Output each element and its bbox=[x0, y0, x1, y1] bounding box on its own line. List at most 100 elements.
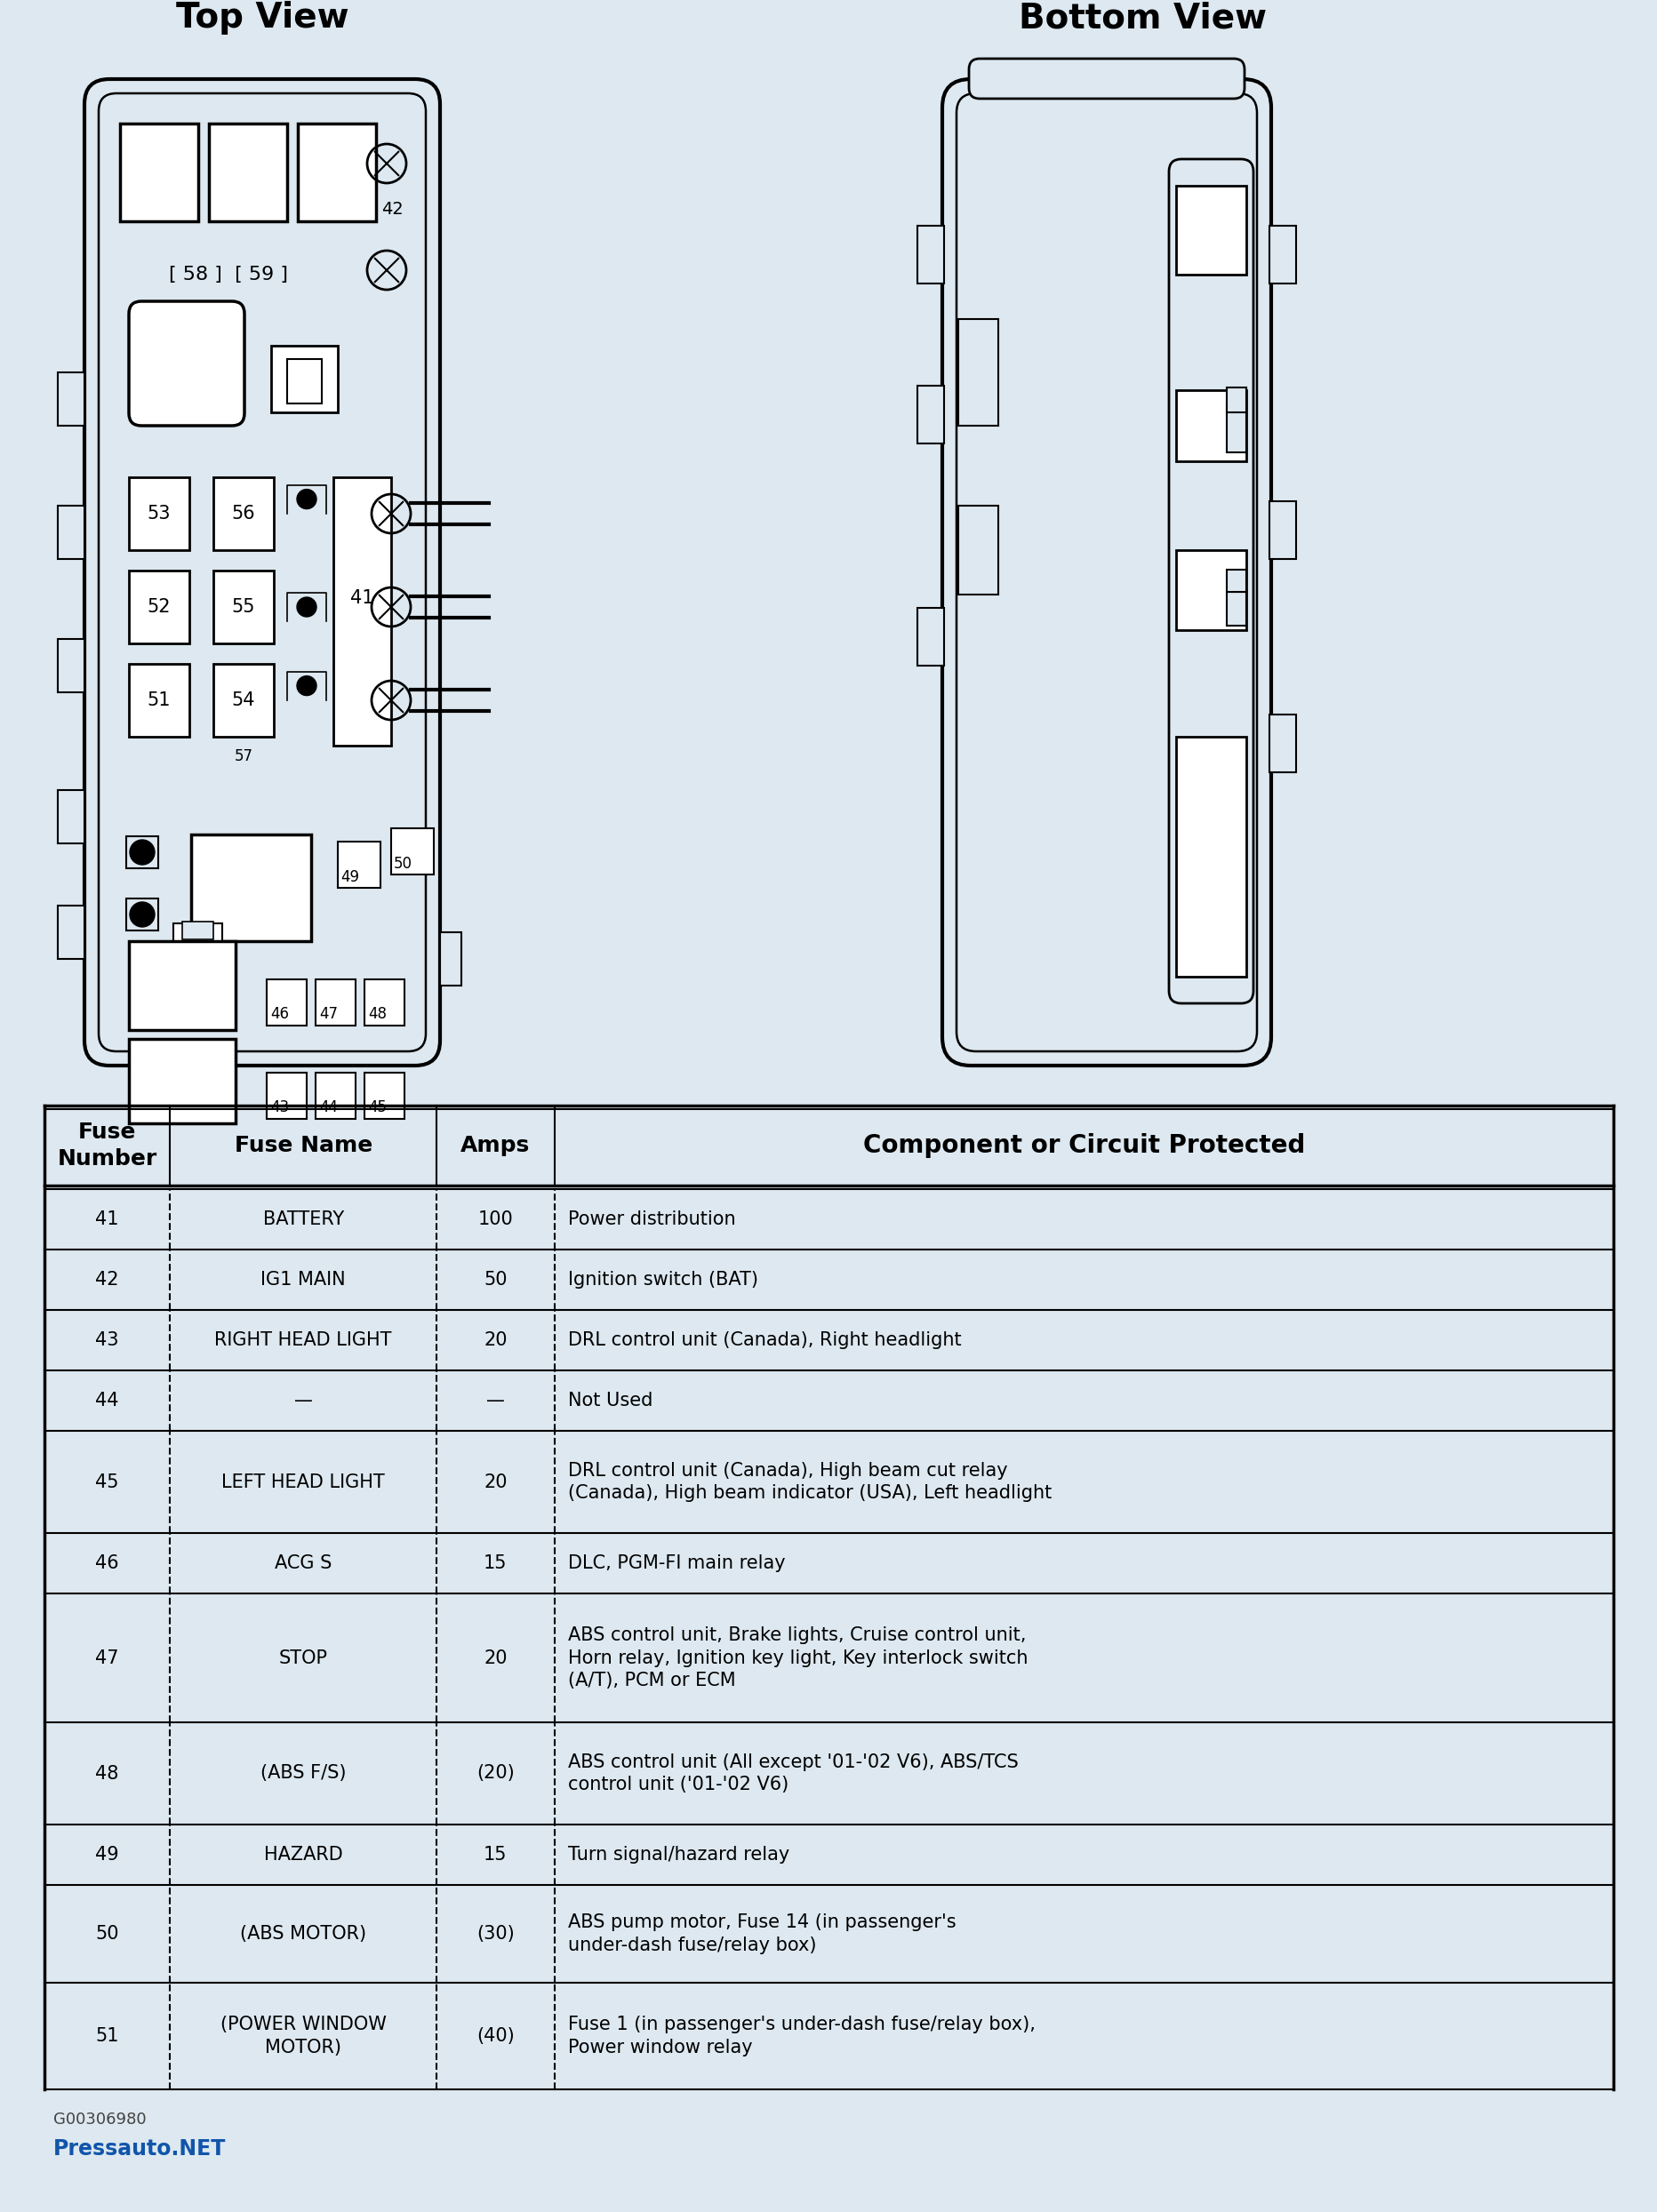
Text: Top View: Top View bbox=[176, 0, 348, 35]
Bar bbox=[1175, 186, 1246, 274]
Text: 47: 47 bbox=[318, 1006, 338, 1022]
Text: 51: 51 bbox=[96, 2026, 119, 2044]
Text: —: — bbox=[486, 1391, 504, 1409]
Text: ABS pump motor, Fuse 14 (in passenger's
under-dash fuse/relay box): ABS pump motor, Fuse 14 (in passenger's … bbox=[567, 1913, 956, 1953]
Bar bbox=[1226, 403, 1246, 451]
Text: 50: 50 bbox=[96, 1924, 119, 1942]
Text: 42: 42 bbox=[96, 1272, 119, 1290]
Circle shape bbox=[297, 489, 316, 509]
Bar bbox=[365, 980, 404, 1026]
Text: 100: 100 bbox=[477, 1210, 514, 1228]
Text: G00306980: G00306980 bbox=[53, 2112, 146, 2128]
Text: 50: 50 bbox=[484, 1272, 507, 1290]
Bar bbox=[1175, 551, 1246, 630]
Circle shape bbox=[297, 677, 316, 695]
Text: 49: 49 bbox=[340, 869, 360, 885]
Text: (ABS MOTOR): (ABS MOTOR) bbox=[240, 1924, 366, 1942]
Text: Bottom View: Bottom View bbox=[1017, 0, 1266, 35]
Bar bbox=[58, 372, 85, 425]
Text: 46: 46 bbox=[270, 1006, 288, 1022]
Bar bbox=[1269, 714, 1296, 772]
Bar bbox=[315, 980, 355, 1026]
Bar bbox=[214, 571, 273, 644]
Text: 43: 43 bbox=[270, 1099, 288, 1115]
Text: (30): (30) bbox=[476, 1924, 514, 1942]
Text: HAZARD: HAZARD bbox=[263, 1845, 343, 1865]
Text: Amps: Amps bbox=[461, 1135, 530, 1157]
Text: 20: 20 bbox=[484, 1648, 507, 1668]
Text: 55: 55 bbox=[232, 597, 255, 615]
Text: ACG S: ACG S bbox=[275, 1555, 331, 1573]
Text: —: — bbox=[293, 1391, 313, 1409]
FancyBboxPatch shape bbox=[99, 93, 426, 1051]
Bar bbox=[439, 931, 461, 987]
Bar bbox=[338, 841, 379, 887]
FancyBboxPatch shape bbox=[129, 301, 244, 425]
Circle shape bbox=[297, 597, 316, 617]
Text: 54: 54 bbox=[232, 692, 255, 710]
Text: DRL control unit (Canada), High beam cut relay
(Canada), High beam indicator (US: DRL control unit (Canada), High beam cut… bbox=[567, 1462, 1051, 1502]
Bar bbox=[267, 980, 307, 1026]
Text: RIGHT HEAD LIGHT: RIGHT HEAD LIGHT bbox=[214, 1332, 391, 1349]
Circle shape bbox=[129, 902, 154, 927]
Bar bbox=[958, 319, 998, 425]
FancyBboxPatch shape bbox=[968, 60, 1244, 100]
Bar bbox=[119, 124, 199, 221]
Text: (ABS F/S): (ABS F/S) bbox=[260, 1765, 346, 1783]
Text: LEFT HEAD LIGHT: LEFT HEAD LIGHT bbox=[222, 1473, 384, 1491]
Text: (POWER WINDOW
MOTOR): (POWER WINDOW MOTOR) bbox=[220, 2015, 386, 2057]
Text: 41: 41 bbox=[350, 588, 374, 606]
Text: 50: 50 bbox=[394, 856, 413, 872]
Bar bbox=[1175, 737, 1246, 978]
Text: DLC, PGM-FI main relay: DLC, PGM-FI main relay bbox=[567, 1555, 785, 1573]
Bar bbox=[129, 478, 189, 551]
Bar bbox=[298, 124, 376, 221]
FancyBboxPatch shape bbox=[1168, 159, 1253, 1004]
Text: 56: 56 bbox=[232, 504, 255, 522]
Bar bbox=[958, 507, 998, 595]
Bar bbox=[267, 1073, 307, 1119]
Bar bbox=[129, 940, 235, 1031]
Text: Turn signal/hazard relay: Turn signal/hazard relay bbox=[567, 1845, 789, 1865]
Bar bbox=[1175, 389, 1246, 462]
Text: 46: 46 bbox=[96, 1555, 119, 1573]
Bar bbox=[214, 664, 273, 737]
Bar bbox=[916, 226, 943, 283]
Bar bbox=[214, 478, 273, 551]
Bar bbox=[58, 639, 85, 692]
Text: Not Used: Not Used bbox=[567, 1391, 653, 1409]
Bar bbox=[191, 834, 312, 940]
Text: 57: 57 bbox=[234, 748, 254, 765]
Text: DRL control unit (Canada), Right headlight: DRL control unit (Canada), Right headlig… bbox=[567, 1332, 961, 1349]
FancyBboxPatch shape bbox=[85, 80, 439, 1066]
Text: 43: 43 bbox=[96, 1332, 119, 1349]
Text: Ignition switch (BAT): Ignition switch (BAT) bbox=[567, 1272, 757, 1290]
Text: (40): (40) bbox=[476, 2026, 514, 2044]
Bar bbox=[1226, 571, 1246, 593]
Bar bbox=[126, 898, 157, 931]
Text: 49: 49 bbox=[96, 1845, 119, 1865]
Text: 48: 48 bbox=[96, 1765, 119, 1783]
Text: 42: 42 bbox=[381, 201, 403, 217]
Text: 48: 48 bbox=[368, 1006, 386, 1022]
Bar bbox=[182, 922, 214, 940]
Bar bbox=[129, 664, 189, 737]
Text: 15: 15 bbox=[484, 1845, 507, 1865]
Text: [ 58 ]  [ 59 ]: [ 58 ] [ 59 ] bbox=[169, 265, 288, 283]
Text: 41: 41 bbox=[96, 1210, 119, 1228]
Text: Pressauto.NET: Pressauto.NET bbox=[53, 2139, 225, 2159]
Circle shape bbox=[129, 841, 154, 865]
FancyBboxPatch shape bbox=[956, 93, 1256, 1051]
Text: 15: 15 bbox=[484, 1555, 507, 1573]
Text: 52: 52 bbox=[147, 597, 171, 615]
Bar bbox=[391, 827, 434, 874]
Bar bbox=[58, 507, 85, 560]
Bar bbox=[1269, 226, 1296, 283]
Bar bbox=[916, 608, 943, 666]
Text: 45: 45 bbox=[96, 1473, 119, 1491]
Bar bbox=[129, 571, 189, 644]
Text: Power distribution: Power distribution bbox=[567, 1210, 736, 1228]
Bar bbox=[916, 385, 943, 442]
Text: 20: 20 bbox=[484, 1332, 507, 1349]
Text: STOP: STOP bbox=[278, 1648, 328, 1668]
